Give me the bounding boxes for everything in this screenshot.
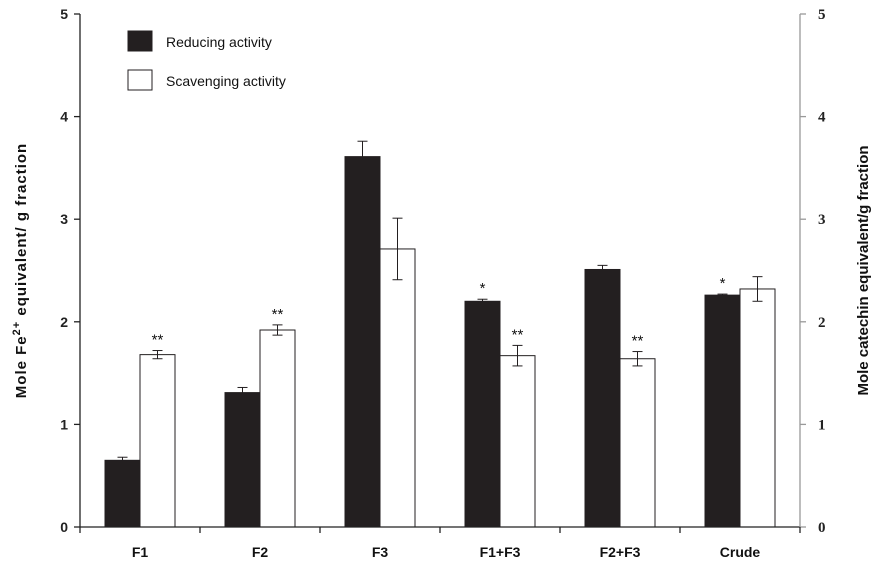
significance-marker: * — [720, 275, 726, 292]
y-tick-label-right: 0 — [818, 520, 826, 536]
x-tick-label: F2+F3 — [600, 544, 641, 560]
significance-marker: ** — [512, 326, 524, 343]
x-tick-label: F1 — [132, 544, 149, 560]
legend-label-reducing: Reducing activity — [166, 34, 272, 50]
bar-reducing — [704, 294, 741, 528]
bar-scavenging — [739, 288, 776, 528]
y-tick-label-left: 1 — [60, 416, 68, 432]
significance-marker: ** — [632, 333, 644, 350]
bar-reducing — [344, 156, 381, 528]
y-tick-label-left: 5 — [60, 6, 68, 22]
y-tick-label-right: 3 — [818, 212, 826, 228]
y-tick-label-left: 3 — [60, 211, 68, 227]
bar-scavenging — [259, 329, 296, 528]
legend-swatch-scavenging — [127, 69, 153, 91]
x-tick-label: F1+F3 — [480, 544, 521, 560]
significance-marker: ** — [152, 332, 164, 349]
y-tick-label-right: 5 — [818, 7, 826, 23]
y-axis-title-right: Mole catechin equivalent/g fraction — [855, 145, 872, 395]
y-tick-label-left: 2 — [60, 314, 68, 330]
y-tick-label-left: 0 — [60, 519, 68, 535]
legend-label-scavenging: Scavenging activity — [166, 73, 286, 89]
x-tick-label: F2 — [252, 544, 269, 560]
bar-reducing — [224, 392, 261, 528]
legend-swatch-reducing — [127, 30, 153, 52]
bar-reducing — [464, 300, 501, 528]
y-tick-label-right: 2 — [818, 315, 826, 331]
x-tick-label: F3 — [372, 544, 389, 560]
bar-scavenging — [139, 354, 176, 528]
y-tick-label-right: 1 — [818, 417, 826, 433]
y-tick-label-right: 4 — [818, 110, 826, 126]
y-axis-title-left: Mole Fe2+ equivalent/ g fraction — [11, 143, 30, 398]
bar-reducing — [104, 459, 141, 528]
legend: Reducing activity Scavenging activity — [127, 30, 286, 91]
bar-reducing — [584, 268, 621, 528]
bar-scavenging — [379, 248, 416, 528]
bar-scavenging — [499, 355, 536, 528]
x-tick-label: Crude — [720, 544, 761, 560]
y-tick-label-left: 4 — [60, 109, 68, 125]
significance-marker: * — [480, 280, 486, 297]
bar-scavenging — [619, 358, 656, 528]
significance-marker: ** — [272, 306, 284, 323]
axes — [79, 14, 801, 528]
